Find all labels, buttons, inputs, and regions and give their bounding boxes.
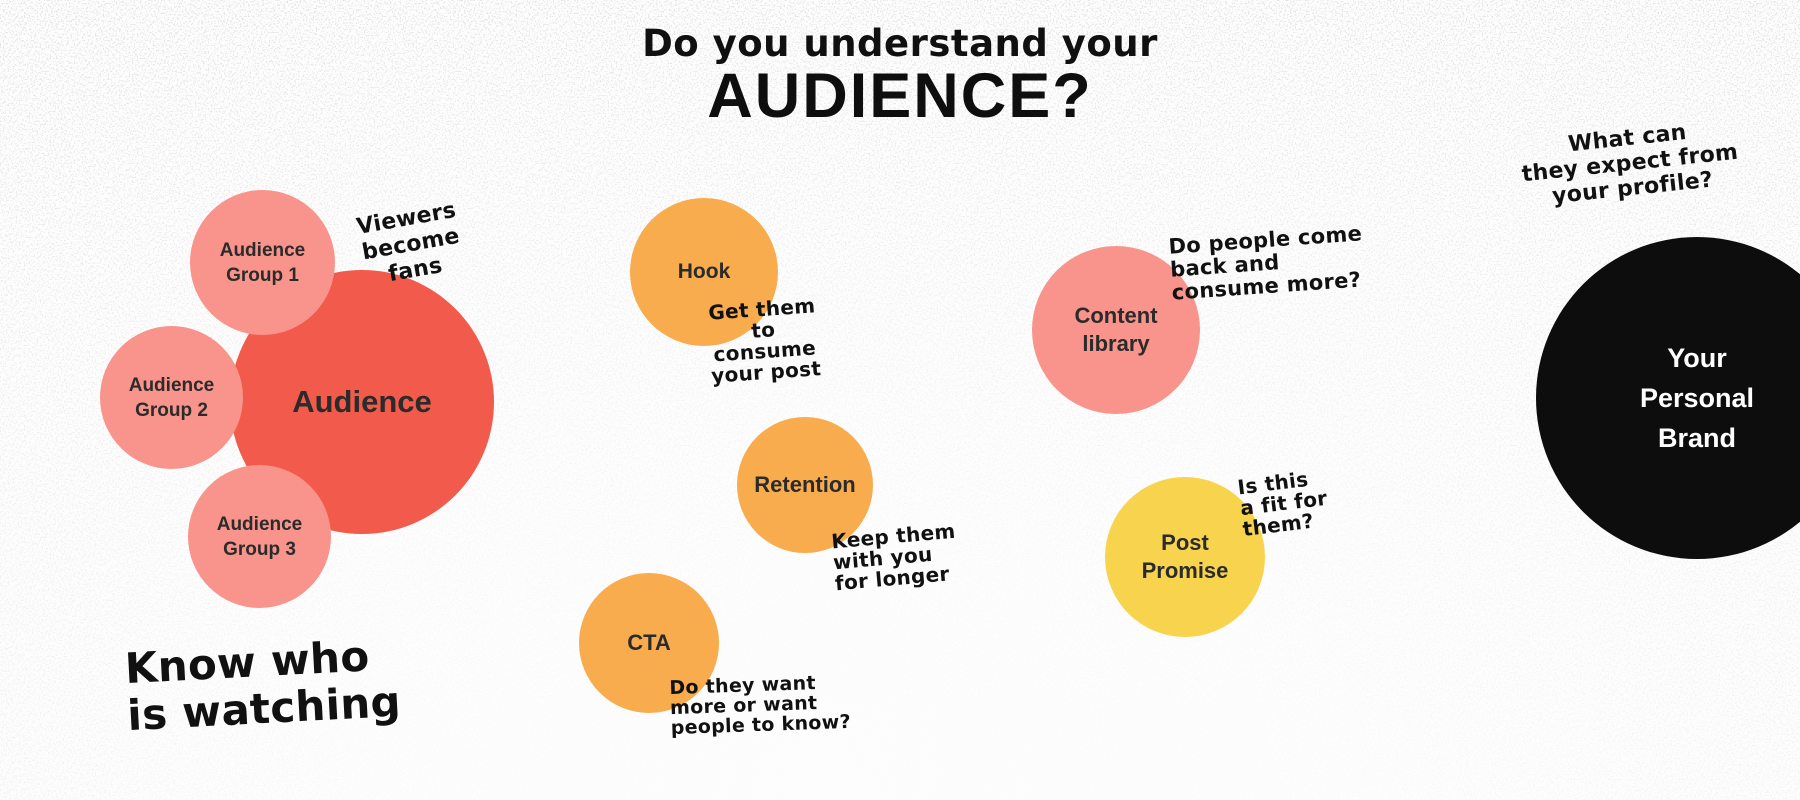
bubble-label: Your Personal Brand (1640, 338, 1754, 458)
bubble-label: Retention (754, 472, 856, 497)
note-retention: Keep them with you for longer (830, 519, 959, 596)
bubble-audience-group-3: Audience Group 3 (188, 465, 331, 608)
bubble-audience-group-2: Audience Group 2 (100, 326, 243, 469)
note-hook: Get them to consume your post (697, 293, 831, 387)
title-subtitle: Do you understand your (642, 22, 1158, 65)
bubble-label: Audience Group 1 (220, 238, 306, 288)
bubble-label-line: Personal (1639, 383, 1755, 413)
title-main: AUDIENCE? (707, 61, 1093, 131)
note-viewers-become-fans: Viewers become fans (344, 196, 478, 294)
bubble-label: Hook (677, 260, 731, 283)
bubble-personal-brand: Your Personal Brand (1536, 237, 1800, 559)
bubble-label: Audience (292, 384, 432, 419)
bubble-label-line: Promise (1141, 558, 1229, 583)
bubble-label: CTA (627, 630, 671, 655)
bubble-label: Content library (1074, 302, 1157, 358)
bubble-label-line: Group 1 (226, 264, 299, 286)
bubble-label-line: Audience (216, 513, 303, 535)
bubble-label: Audience Group 3 (217, 512, 303, 562)
bubble-label: Post Promise (1142, 529, 1229, 585)
note-cta: Do they want more or want people to know… (669, 672, 852, 740)
bubble-label-line: Group 2 (135, 399, 208, 421)
note-post-promise: Is this a fit for them? (1236, 467, 1331, 541)
bubble-label-line: library (1082, 331, 1150, 356)
bubble-label: Audience Group 2 (129, 373, 215, 423)
bubble-label-line: Content (1074, 303, 1158, 328)
bubble-label-line: Audience (128, 374, 215, 396)
bubble-label-line: Audience (219, 239, 306, 261)
bubble-label-line: Group 3 (223, 538, 296, 560)
bubble-label-line: Brand (1657, 423, 1736, 453)
bubble-label-line: Your (1667, 343, 1727, 373)
note-know-who-is-watching: Know who is watching (124, 631, 402, 740)
note-content-library: Do people come back and consume more? (1168, 221, 1366, 304)
bubble-audience-group-1: Audience Group 1 (190, 190, 335, 335)
bubble-label-line: Post (1161, 530, 1209, 555)
note-line: people to know? (670, 710, 852, 740)
